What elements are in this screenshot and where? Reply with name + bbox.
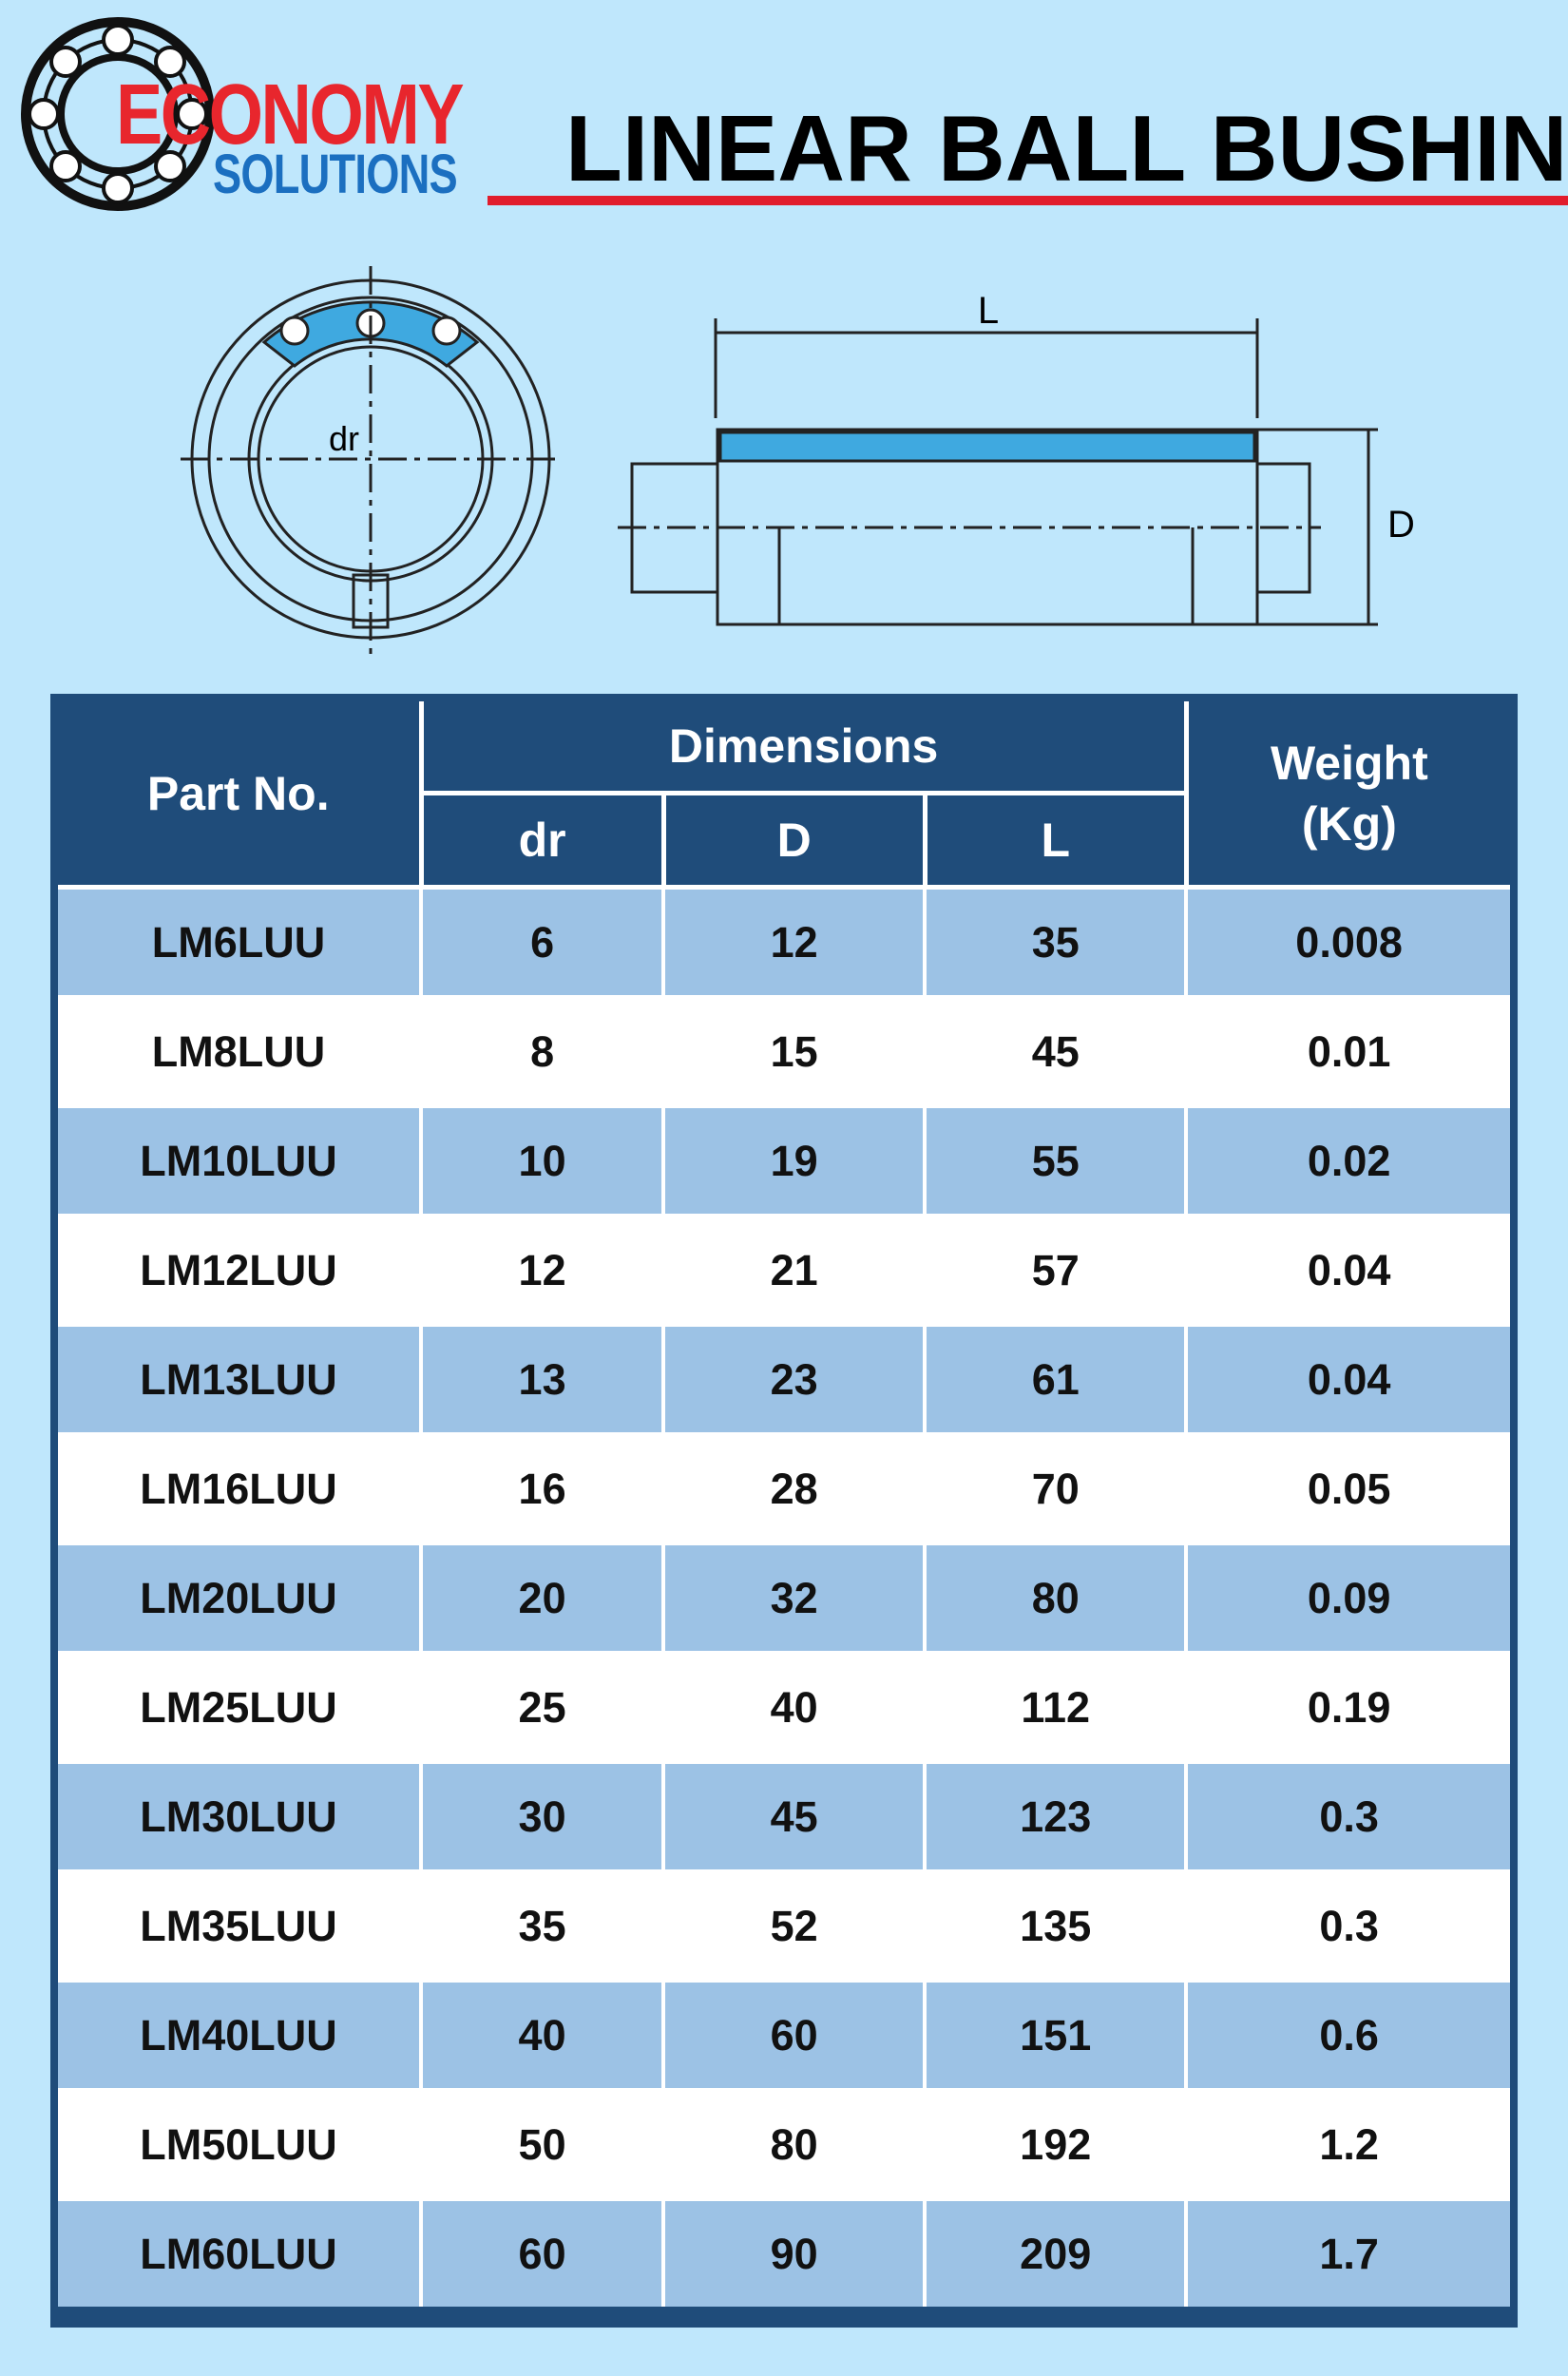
table-cell: 0.19 xyxy=(1184,1651,1512,1764)
table-cell: 28 xyxy=(661,1432,927,1545)
table-cell: 12 xyxy=(418,1214,666,1327)
table-cell: 80 xyxy=(923,1542,1189,1655)
table-cell: 45 xyxy=(923,995,1189,1108)
table-row: LM10LUU 10 19 55 0.02 xyxy=(56,1104,1512,1217)
table-row: LM35LUU 35 52 135 0.3 xyxy=(56,1869,1512,1983)
end-view xyxy=(181,266,561,656)
table-cell: LM12LUU xyxy=(56,1214,423,1327)
inner-label: dr xyxy=(329,419,359,458)
table-cell: LM6LUU xyxy=(56,885,423,999)
table-cell: 35 xyxy=(923,885,1189,999)
table-cell: 1.2 xyxy=(1184,2088,1512,2201)
table-cell: 25 xyxy=(418,1651,666,1764)
table-cell: 57 xyxy=(923,1214,1189,1327)
table-cell: 50 xyxy=(418,2088,666,2201)
table-row: LM13LUU 13 23 61 0.04 xyxy=(56,1323,1512,1436)
table-cell: 0.008 xyxy=(1184,885,1512,999)
table-cell: 20 xyxy=(418,1542,666,1655)
table-cell: 15 xyxy=(661,995,927,1108)
title-underline xyxy=(488,196,1568,205)
table-cell: 0.01 xyxy=(1184,995,1512,1108)
table-cell: 192 xyxy=(923,2088,1189,2201)
table-cell: 40 xyxy=(418,1979,666,2092)
table-cell: 70 xyxy=(923,1432,1189,1545)
table-cell: LM60LUU xyxy=(56,2197,423,2309)
table-row: LM6LUU 6 12 35 0.008 xyxy=(56,885,1512,999)
table-cell: LM40LUU xyxy=(56,1979,423,2092)
header-cell: dr xyxy=(418,791,666,890)
table: Part No. Dimensions Weight (Kg) dr D L L… xyxy=(55,699,1513,2309)
table-cell: 13 xyxy=(418,1323,666,1436)
header-cell: Weight (Kg) xyxy=(1183,699,1513,890)
table-row: LM25LUU 25 40 112 0.19 xyxy=(56,1651,1512,1764)
table-cell: 8 xyxy=(418,995,666,1108)
table-cell: 90 xyxy=(661,2197,927,2309)
table-cell: 0.6 xyxy=(1184,1979,1512,2092)
title: LINEAR BALL BUSHING xyxy=(565,96,1568,201)
header-cell: Part No. xyxy=(55,699,424,890)
side-view xyxy=(618,318,1378,626)
table-cell: 12 xyxy=(661,885,927,999)
logo-bearing xyxy=(21,17,215,211)
table-cell: 0.02 xyxy=(1184,1104,1512,1217)
graphics: dr L D xyxy=(21,17,1415,656)
table-cell: 32 xyxy=(661,1542,927,1655)
table-row: LM20LUU 20 32 80 0.09 xyxy=(56,1542,1512,1655)
header-cell: Dimensions xyxy=(418,699,1189,795)
table-cell: 0.3 xyxy=(1184,1869,1512,1983)
table-cell: 60 xyxy=(418,2197,666,2309)
table-cell: 0.09 xyxy=(1184,1542,1512,1655)
table-cell: LM8LUU xyxy=(56,995,423,1108)
table-cell: 1.7 xyxy=(1184,2197,1512,2309)
table-cell: LM50LUU xyxy=(56,2088,423,2201)
table-cell: 40 xyxy=(661,1651,927,1764)
table-cell: 209 xyxy=(923,2197,1189,2309)
table-cell: 0.05 xyxy=(1184,1432,1512,1545)
table-cell: LM10LUU xyxy=(56,1104,423,1217)
table-cell: 0.04 xyxy=(1184,1323,1512,1436)
table-cell: 23 xyxy=(661,1323,927,1436)
table-cell: 45 xyxy=(661,1760,927,1873)
table-cell: 6 xyxy=(418,885,666,999)
table-row: LM50LUU 50 80 192 1.2 xyxy=(56,2088,1512,2201)
spec-table: Part No. Dimensions Weight (Kg) dr D L L… xyxy=(50,694,1518,2328)
logo-bottom: SOLUTIONS xyxy=(213,144,458,205)
logo-top: ECONOMY xyxy=(116,67,465,163)
table-cell: LM16LUU xyxy=(56,1432,423,1545)
table-cell: LM20LUU xyxy=(56,1542,423,1655)
table-cell: 10 xyxy=(418,1104,666,1217)
table-row: LM60LUU 60 90 209 1.7 xyxy=(56,2197,1512,2309)
table-cell: 80 xyxy=(661,2088,927,2201)
table-cell: 0.3 xyxy=(1184,1760,1512,1873)
header-cell: D xyxy=(660,791,927,890)
diameter-label: D xyxy=(1387,504,1415,546)
table-cell: 52 xyxy=(661,1869,927,1983)
table-cell: 151 xyxy=(923,1979,1189,2092)
table-cell: 123 xyxy=(923,1760,1189,1873)
table-cell: LM35LUU xyxy=(56,1869,423,1983)
table-cell: LM30LUU xyxy=(56,1760,423,1873)
table-cell: 135 xyxy=(923,1869,1189,1983)
table-cell: 60 xyxy=(661,1979,927,2092)
header-cell: L xyxy=(922,791,1189,890)
table-cell: LM13LUU xyxy=(56,1323,423,1436)
table-cell: 112 xyxy=(923,1651,1189,1764)
table-cell: 55 xyxy=(923,1104,1189,1217)
table-row: LM16LUU 16 28 70 0.05 xyxy=(56,1432,1512,1545)
table-cell: 19 xyxy=(661,1104,927,1217)
length-label: L xyxy=(978,290,999,332)
table-cell: 30 xyxy=(418,1760,666,1873)
table-cell: 0.04 xyxy=(1184,1214,1512,1327)
table-cell: 35 xyxy=(418,1869,666,1983)
table-row: LM30LUU 30 45 123 0.3 xyxy=(56,1760,1512,1873)
table-cell: LM25LUU xyxy=(56,1651,423,1764)
table-row: LM8LUU 8 15 45 0.01 xyxy=(56,995,1512,1108)
table-cell: 21 xyxy=(661,1214,927,1327)
table-row: LM12LUU 12 21 57 0.04 xyxy=(56,1214,1512,1327)
table-cell: 16 xyxy=(418,1432,666,1545)
table-cell: 61 xyxy=(923,1323,1189,1436)
table-row: LM40LUU 40 60 151 0.6 xyxy=(56,1979,1512,2092)
